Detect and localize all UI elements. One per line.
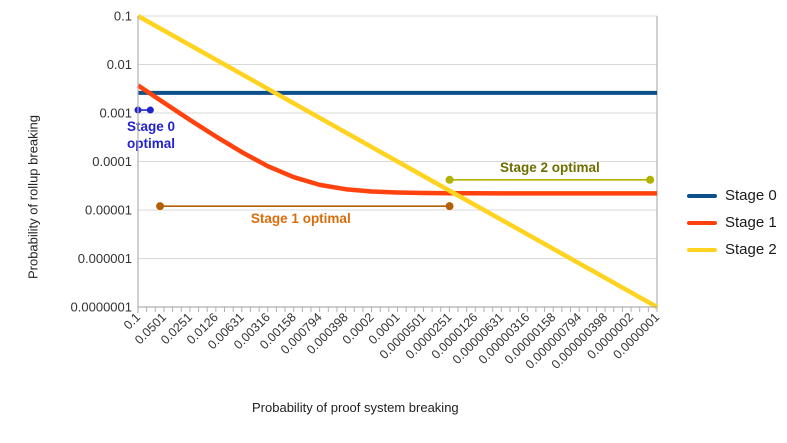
legend-item-stage-2: Stage 2	[687, 239, 777, 260]
legend-item-stage-0: Stage 0	[687, 185, 777, 206]
annotation-label-stage1-optimal: Stage 1 optimal	[251, 211, 351, 226]
y-tick-label: 0.0000001	[71, 300, 132, 315]
legend-swatch-stage-0	[687, 193, 717, 198]
annotation-dot-stage2-optimal	[646, 175, 655, 184]
legend-label-stage-1: Stage 1	[725, 214, 777, 231]
annotation-dot-stage2-optimal	[445, 175, 454, 184]
series-line-stage-1	[136, 83, 657, 196]
annotation-dot-stage1-optimal	[445, 202, 454, 211]
legend: Stage 0 Stage 1 Stage 2	[687, 185, 777, 260]
annotation-dot-stage0-optimal	[146, 106, 154, 114]
legend-swatch-stage-2	[687, 247, 717, 252]
y-tick-label: 0.001	[99, 106, 132, 121]
annotation-label-stage0-optimal: optimal	[127, 136, 175, 151]
legend-label-stage-2: Stage 2	[725, 241, 777, 258]
legend-item-stage-1: Stage 1	[687, 212, 777, 233]
y-tick-label: 0.01	[107, 57, 132, 72]
x-axis-title: Probability of proof system breaking	[252, 400, 459, 415]
annotation-label-stage2-optimal: Stage 2 optimal	[500, 160, 600, 175]
legend-swatch-stage-1	[687, 220, 717, 225]
annotation-dot-stage1-optimal	[156, 202, 165, 211]
series-line-stage-2	[136, 14, 659, 309]
y-tick-label: 0.000001	[78, 251, 132, 266]
y-tick-label: 0.0001	[92, 154, 132, 169]
y-axis-title: Probability of rollup breaking	[25, 114, 41, 280]
y-tick-label: 0.00001	[85, 203, 132, 218]
y-tick-label: 0.1	[114, 9, 132, 24]
legend-label-stage-0: Stage 0	[725, 187, 777, 204]
annotation-label-stage0-optimal: Stage 0	[127, 119, 175, 134]
